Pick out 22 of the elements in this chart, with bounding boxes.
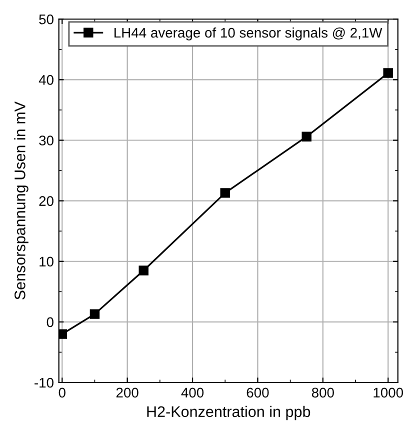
x-tick-label: 0 [58,388,66,398]
x-tick-label: 200 [116,388,138,398]
y-tick-label: 0 [46,317,54,328]
x-axis-title: H2-Konzentration in ppb [147,406,310,420]
y-tick-label: 50 [39,14,54,24]
y-tick-label: -10 [34,378,54,388]
y-axis-title: Sensorspannung Usen in mV [14,102,28,300]
x-tick-label: 1000 [374,388,404,398]
x-tick-label: 800 [312,388,334,398]
x-tick-label: 600 [246,388,269,398]
point [58,329,67,339]
y-tick-label: 20 [39,196,54,206]
y-tick-label: 30 [39,136,54,146]
point [220,188,230,198]
point [383,68,393,78]
x-tick-label: 400 [181,388,204,398]
point [302,132,312,142]
point [138,266,148,276]
y-tick-label: 10 [40,256,54,267]
legend-label: LH44 average of 10 sensor signals @ 2,1W [114,27,382,40]
y-tick-label: 40 [38,75,54,85]
point [90,309,100,319]
